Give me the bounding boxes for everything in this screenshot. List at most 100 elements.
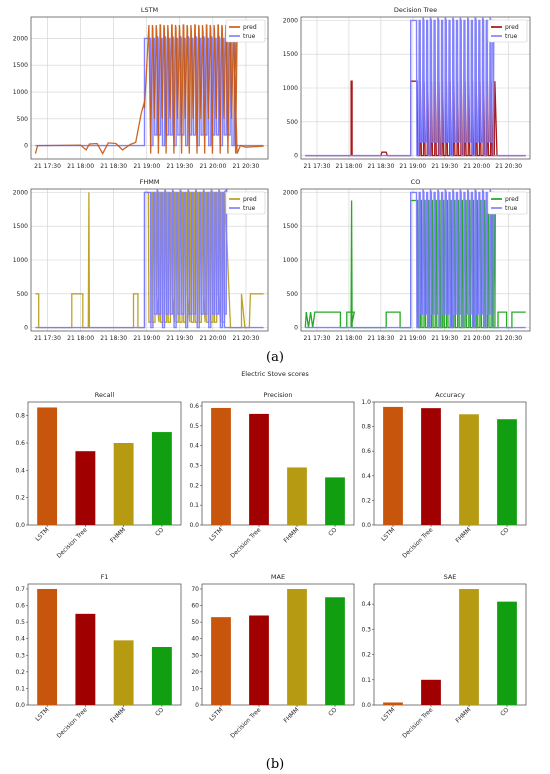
y-tick-label: 0.5 [189,423,199,430]
x-tick-label: LSTM [208,706,224,722]
bar-decision-tree [75,451,96,525]
y-tick-label: 2000 [13,35,28,42]
y-tick-label: 0.6 [189,403,199,410]
legend-true-label: true [505,205,518,212]
x-tick-label: FHMM [283,706,301,724]
y-tick-label: 0.4 [361,601,371,608]
x-tick-label: CO [499,706,510,717]
bar-panel-mae: MAE 0 10 20 30 40 50 60 70 LSTM Decision Tree FHMM C… [191,573,355,740]
panel-title: LSTM [141,6,158,14]
y-tick-label: 0.0 [189,522,199,529]
x-tick-label: Decision Tree [229,526,262,559]
x-tick-label: CO [154,706,165,717]
x-tick-label: Decision Tree [401,526,434,559]
y-tick-label: 1.0 [361,399,371,406]
bar-co [497,601,517,705]
x-tick-label: Decision Tree [56,526,89,559]
legend-pred-label: pred [505,196,519,203]
x-tick-label: Decision Tree [56,706,89,739]
x-tick-label: 21 17:30 [304,335,331,342]
timeseries-panel-co: CO 21 17:30 21 18:00 21 18:30 21 19:00 21 19:… [283,178,531,342]
panel-title: Accuracy [435,391,465,399]
plot-frame [300,188,531,332]
series-true-line [35,189,264,329]
x-tick-label: 21 20:30 [495,163,522,170]
x-tick-label: 21 18:00 [67,335,94,342]
x-tick-label: LSTM [208,526,224,542]
x-tick-label: CO [327,706,338,717]
x-tick-label: 21 18:00 [336,335,363,342]
bar-panel-accuracy: Accuracy 0.0 0.2 0.4 0.6 0.8 1.0 LSTM Decision T… [361,391,527,560]
bar-panel-recall: Recall 0.0 0.2 0.4 0.6 0.8 LSTM Decision Tree FH… [15,391,182,560]
series-true-line [305,189,526,329]
x-tick-label: FHMM [455,526,473,544]
x-tick-label: FHMM [455,706,473,724]
x-tick-label: LSTM [34,526,50,542]
section-b-title: Electric Stove scores [241,370,309,378]
y-tick-label: 0 [294,325,298,332]
y-tick-label: 0.0 [361,702,371,709]
y-tick-label: 0.4 [189,443,199,450]
y-tick-label: 0.7 [15,586,25,593]
timeseries-panel-lstm: LSTM 21 17:30 21 18:00 21 18:30 21 19:00 21 1… [13,6,269,170]
y-tick-label: 0.4 [361,473,371,480]
timeseries-panel-decision-tree: Decision Tree 21 17:30 21 18:00 21 18:30 21 … [283,6,531,170]
x-tick-label: 21 19:30 [166,163,193,170]
plot-frame [30,188,269,332]
x-tick-label: 21 20:00 [463,163,490,170]
bar-co [151,432,172,525]
panel-title: FHMM [140,178,160,186]
y-tick-label: 0 [294,153,298,160]
y-tick-label: 1000 [13,89,28,96]
x-tick-label: 21 20:00 [199,163,226,170]
x-tick-label: FHMM [283,526,301,544]
bar-co [151,646,172,705]
bar-fhmm [459,589,479,705]
y-tick-label: 0.8 [15,413,25,420]
caption-b: (b) [266,757,284,772]
y-tick-label: 1000 [283,257,298,264]
bar-decision-tree [75,613,96,705]
bar-co [325,477,345,525]
legend-pred-label: pred [505,24,519,31]
x-tick-label: 21 20:30 [233,335,260,342]
x-tick-label: 21 20:00 [199,335,226,342]
x-tick-label: 21 17:30 [34,335,61,342]
y-tick-label: 500 [17,291,29,298]
x-tick-label: 21 18:30 [367,335,394,342]
y-tick-label: 2000 [283,17,298,24]
series-pred-line [34,24,264,155]
y-tick-label: 0.8 [361,424,371,431]
timeseries-panel-fhmm: FHMM 21 17:30 21 18:00 21 18:30 21 19:00 21 1… [13,178,269,342]
y-tick-label: 0.6 [15,603,25,610]
y-tick-label: 1500 [283,223,298,230]
y-tick-label: 0 [24,143,28,150]
bar-lstm [211,617,231,705]
y-tick-label: 0.6 [361,448,371,455]
x-tick-label: 21 19:30 [166,335,193,342]
x-tick-label: 21 17:30 [34,163,61,170]
bar-co [325,597,345,705]
y-tick-label: 0.2 [15,495,25,502]
y-tick-label: 0.0 [15,702,25,709]
x-tick-label: 21 20:30 [495,335,522,342]
y-tick-label: 0.5 [15,619,25,626]
y-tick-label: 0.2 [15,669,25,676]
bar-decision-tree [421,679,441,705]
bar-decision-tree [249,413,269,525]
x-tick-label: 21 19:00 [399,335,426,342]
x-tick-label: CO [499,526,510,537]
x-tick-label: 21 19:00 [133,335,160,342]
x-tick-label: LSTM [380,706,396,722]
x-tick-label: 21 18:30 [100,335,127,342]
y-tick-label: 1000 [13,257,28,264]
legend-true-label: true [243,33,256,40]
y-tick-label: 0 [195,702,199,709]
bar-lstm [37,588,58,705]
bar-lstm [211,407,231,525]
panel-title: F1 [101,573,109,581]
x-tick-label: CO [154,526,165,537]
bar-panel-f1: F1 0.0 0.1 0.2 0.3 0.4 0.5 0.6 0.7 LSTM Decision T… [15,573,182,740]
panel-title: MAE [271,573,285,581]
